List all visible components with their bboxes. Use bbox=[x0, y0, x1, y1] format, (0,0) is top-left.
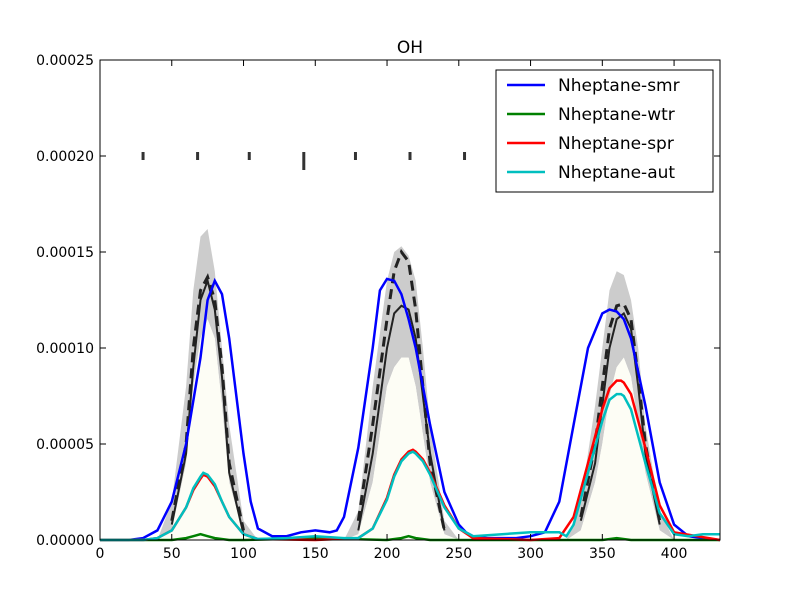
x-axis: 0 50 100 150 200 250 300 350 400 bbox=[96, 60, 688, 562]
x-tick-label: 300 bbox=[517, 546, 544, 562]
series-lines bbox=[100, 277, 721, 542]
series-line-nheptane-aut bbox=[100, 392, 720, 542]
y-tick-label: 0.00015 bbox=[36, 245, 94, 261]
observation-line-5 bbox=[579, 302, 662, 522]
observation-band-base-1 bbox=[157, 319, 258, 540]
series-line-nheptane-wtr bbox=[100, 532, 720, 542]
observation-band-base-3 bbox=[566, 357, 675, 540]
x-tick-label: 0 bbox=[96, 546, 105, 562]
plot-frame bbox=[99, 59, 721, 541]
y-tick-label: 0.00010 bbox=[36, 341, 94, 357]
observation-markers bbox=[141, 152, 467, 170]
legend: Nheptane-smr Nheptane-wtr Nheptane-spr Nhep… bbox=[495, 69, 714, 193]
legend-label-nheptane-aut: Nheptane-aut bbox=[558, 163, 675, 183]
y-tick-label: 0.00020 bbox=[36, 149, 94, 165]
legend-label-nheptane-smr: Nheptane-smr bbox=[558, 76, 680, 96]
y-tick-label: 0.00025 bbox=[36, 53, 94, 69]
observation-band-base-2 bbox=[344, 357, 459, 540]
x-tick-label: 50 bbox=[163, 546, 181, 562]
y-tick-label: 0.00000 bbox=[36, 533, 94, 549]
x-tick-label: 250 bbox=[445, 546, 472, 562]
x-tick-label: 100 bbox=[230, 546, 257, 562]
x-tick-label: 150 bbox=[302, 546, 329, 562]
x-tick-label: 400 bbox=[661, 546, 688, 562]
series-line-nheptane-smr bbox=[100, 277, 721, 542]
observation-band-2 bbox=[344, 246, 459, 540]
chart-title: OH bbox=[397, 38, 423, 58]
y-tick-label: 0.00005 bbox=[36, 437, 94, 453]
x-tick-label: 350 bbox=[589, 546, 616, 562]
legend-label-nheptane-spr: Nheptane-spr bbox=[558, 134, 674, 154]
legend-label-nheptane-wtr: Nheptane-wtr bbox=[558, 105, 675, 125]
y-axis: 0.00000 0.00005 0.00010 0.00015 0.00020 0.000… bbox=[36, 53, 720, 549]
x-tick-label: 200 bbox=[374, 546, 401, 562]
